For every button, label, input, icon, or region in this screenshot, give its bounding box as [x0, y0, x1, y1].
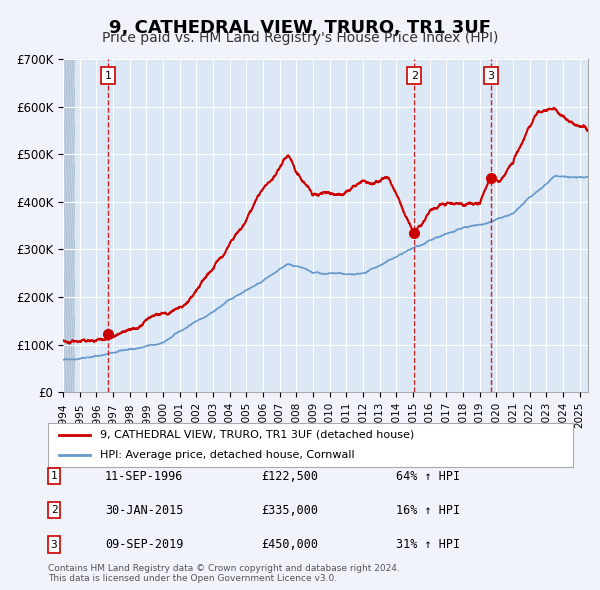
Text: £122,500: £122,500 — [261, 470, 318, 483]
Text: 1: 1 — [104, 71, 112, 81]
Text: 9, CATHEDRAL VIEW, TRURO, TR1 3UF (detached house): 9, CATHEDRAL VIEW, TRURO, TR1 3UF (detac… — [101, 430, 415, 440]
Text: 9, CATHEDRAL VIEW, TRURO, TR1 3UF: 9, CATHEDRAL VIEW, TRURO, TR1 3UF — [109, 19, 491, 37]
Text: 3: 3 — [488, 71, 494, 81]
Text: 3: 3 — [50, 540, 58, 549]
Text: 2: 2 — [50, 506, 58, 515]
Text: 31% ↑ HPI: 31% ↑ HPI — [396, 538, 460, 551]
Text: 2: 2 — [411, 71, 418, 81]
Text: 09-SEP-2019: 09-SEP-2019 — [105, 538, 184, 551]
Text: 11-SEP-1996: 11-SEP-1996 — [105, 470, 184, 483]
Text: HPI: Average price, detached house, Cornwall: HPI: Average price, detached house, Corn… — [101, 450, 355, 460]
Text: 16% ↑ HPI: 16% ↑ HPI — [396, 504, 460, 517]
Text: £335,000: £335,000 — [261, 504, 318, 517]
Text: Price paid vs. HM Land Registry's House Price Index (HPI): Price paid vs. HM Land Registry's House … — [102, 31, 498, 45]
Text: 1: 1 — [50, 471, 58, 481]
Text: 64% ↑ HPI: 64% ↑ HPI — [396, 470, 460, 483]
Text: 30-JAN-2015: 30-JAN-2015 — [105, 504, 184, 517]
Text: £450,000: £450,000 — [261, 538, 318, 551]
Text: Contains HM Land Registry data © Crown copyright and database right 2024.
This d: Contains HM Land Registry data © Crown c… — [48, 563, 400, 583]
